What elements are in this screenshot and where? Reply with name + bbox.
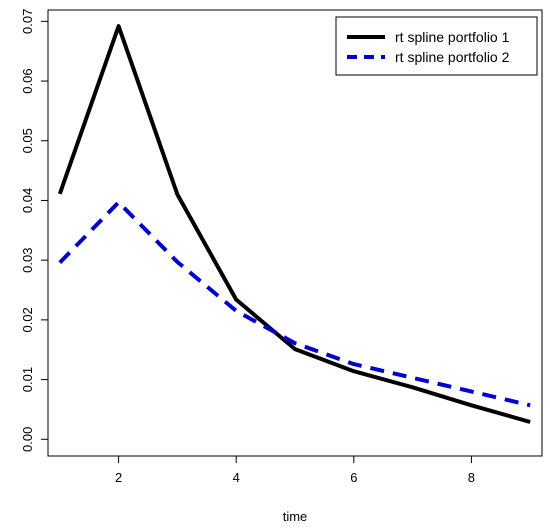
y-tick-label: 0.07 [20,9,35,34]
y-tick-label: 0.06 [20,68,35,93]
y-tick-label: 0.05 [20,128,35,153]
y-tick-label: 0.03 [20,248,35,273]
y-axis: 0.00 0.01 0.02 0.03 0.04 0.05 0.06 0.07 [20,9,48,452]
legend-label-1: rt spline portfolio 1 [395,29,510,45]
series-layer [57,24,531,424]
x-tick-label: 8 [468,470,475,485]
x-axis: 2 4 6 8 [115,456,475,485]
x-tick-label: 2 [115,470,122,485]
x-tick-label: 6 [350,470,357,485]
series-line-1 [57,24,531,424]
y-tick-label: 0.04 [20,188,35,213]
y-tick-label: 0.01 [20,367,35,392]
x-axis-label: time [283,509,308,524]
series-line-2 [58,200,531,408]
legend-box [335,16,538,76]
legend-label-2: rt spline portfolio 2 [395,49,510,65]
plot-frame [47,9,543,457]
legend: rt spline portfolio 1 rt spline portfolio… [335,16,538,76]
x-tick-label: 4 [233,470,240,485]
y-tick-label: 0.02 [20,307,35,332]
y-tick-label: 0.00 [20,427,35,452]
